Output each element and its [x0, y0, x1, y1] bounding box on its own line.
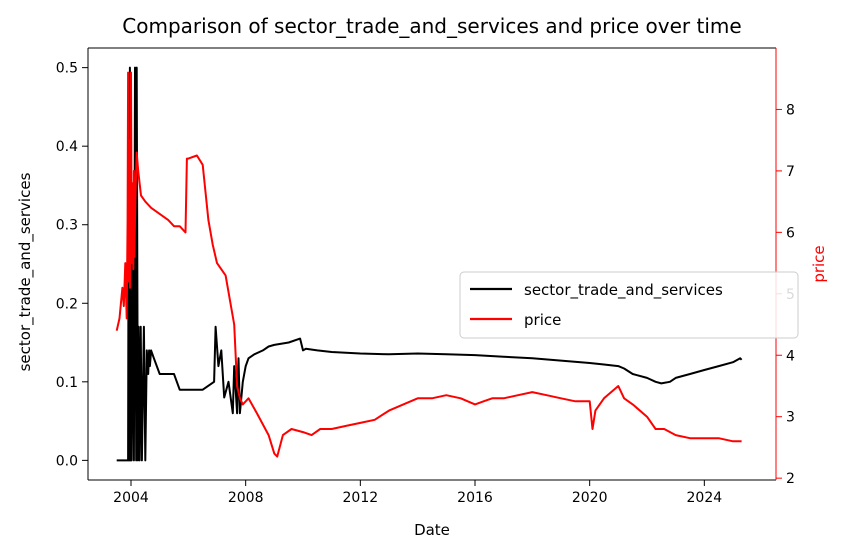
x-tick-label-2008: 2008 [228, 490, 264, 506]
y-right-tick-label-3: 3 [786, 410, 795, 426]
y-right-tick-label-7: 7 [786, 164, 795, 180]
series-line-sector_trade_and_services [116, 66, 743, 462]
y-left-tick-label-0.4: 0.4 [56, 139, 78, 155]
y-left-tick-label-0.3: 0.3 [56, 218, 78, 234]
y-right-tick-label-4: 4 [786, 348, 795, 364]
y-left-tick-label-0.2: 0.2 [56, 296, 78, 312]
y-left-tick-label-0.1: 0.1 [56, 375, 78, 391]
chart-title: Comparison of sector_trade_and_services … [122, 14, 741, 38]
legend: sector_trade_and_services price [459, 271, 799, 339]
y-right-tick-label-2: 2 [786, 471, 795, 487]
axes-layer: 2004 2008 2012 2016 2020 2024 0.0 0.1 0.2 0.3 0.4 0… [56, 47, 795, 506]
series-line-price [115, 71, 742, 458]
x-tick-label-2016: 2016 [457, 490, 493, 506]
series-layer [115, 66, 743, 462]
y-axis-left-label: sector_trade_and_services [16, 172, 35, 371]
legend-label-price: price [524, 311, 561, 329]
y-axis-right-label: price [810, 245, 828, 282]
y-left-tick-label-0.5: 0.5 [56, 61, 78, 77]
x-tick-label-2004: 2004 [113, 490, 149, 506]
x-tick-label-2012: 2012 [343, 490, 379, 506]
legend-frame [459, 271, 799, 339]
y-left-tick-label-0: 0.0 [56, 453, 78, 469]
y-right-tick-label-8: 8 [786, 102, 795, 118]
x-tick-label-2024: 2024 [687, 490, 723, 506]
y-right-tick-label-6: 6 [786, 225, 795, 241]
x-tick-label-2020: 2020 [572, 490, 608, 506]
legend-label-sector_trade_and_services: sector_trade_and_services [524, 281, 723, 300]
x-axis-label: Date [414, 521, 450, 539]
